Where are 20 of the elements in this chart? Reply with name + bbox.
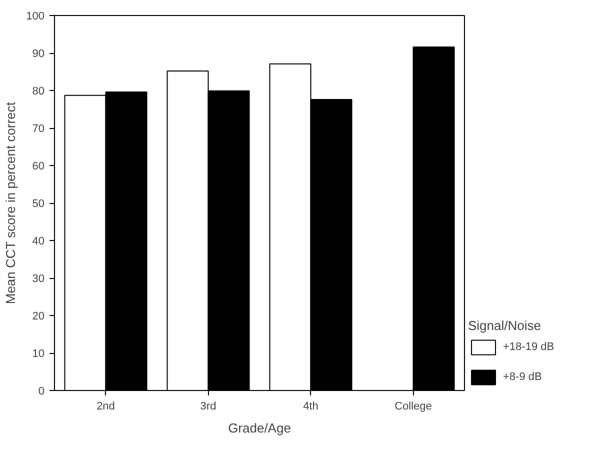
y-tick-label: 100 xyxy=(26,10,45,22)
x-tick-label: 4th xyxy=(303,400,318,412)
y-tick-label: 0 xyxy=(38,386,45,398)
y-tick-label: 80 xyxy=(32,86,45,98)
y-tick-label: 50 xyxy=(32,198,45,210)
legend-label: +18-19 dB xyxy=(503,341,554,353)
legend-label: +8-9 dB xyxy=(503,371,542,383)
y-tick-label: 20 xyxy=(32,310,45,322)
y-axis-title: Mean CCT score in percent correct xyxy=(3,102,18,304)
x-tick-label: 3rd xyxy=(200,400,216,412)
x-axis-title: Grade/Age xyxy=(228,420,291,436)
y-tick-label: 10 xyxy=(32,348,45,360)
y-tick-label: 30 xyxy=(32,273,45,285)
x-tick-label: College xyxy=(394,400,432,412)
y-tick-label: 60 xyxy=(32,160,45,172)
y-tick-label: 40 xyxy=(32,236,45,248)
x-tick-label: 2nd xyxy=(96,400,115,412)
y-tick-label: 90 xyxy=(32,48,45,60)
y-tick-label: 70 xyxy=(32,123,45,135)
legend-title: Signal/Noise xyxy=(468,318,542,333)
